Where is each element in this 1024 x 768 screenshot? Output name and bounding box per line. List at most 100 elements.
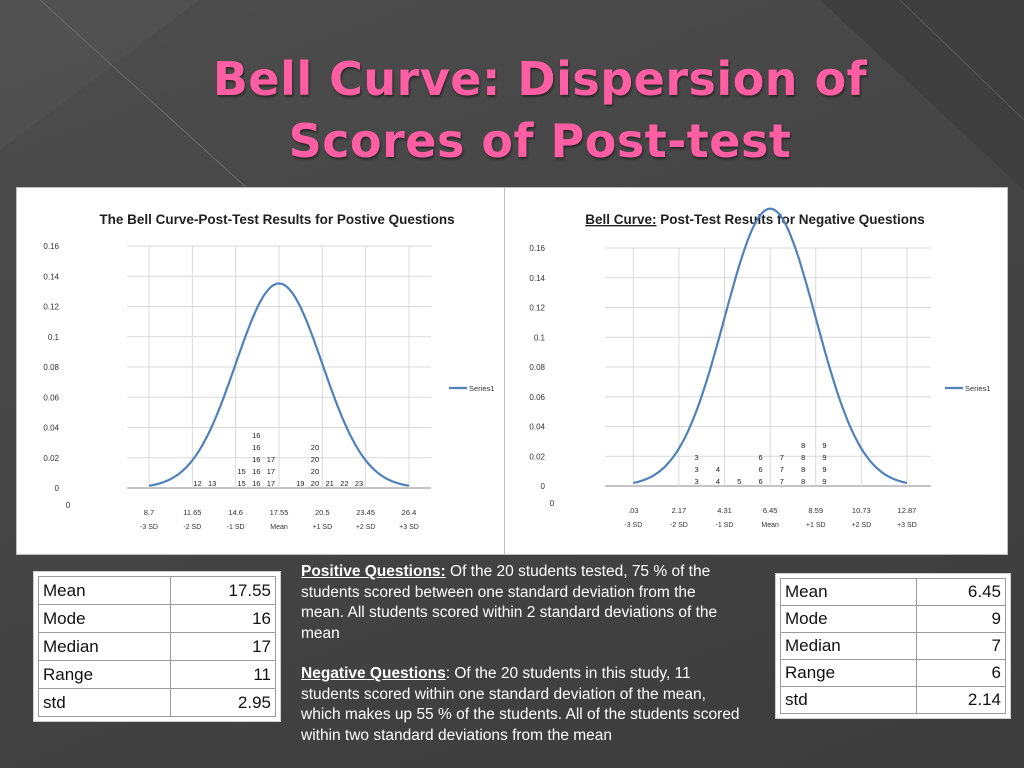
x-origin-label: 0 xyxy=(66,501,71,510)
negative-stat-value: 9 xyxy=(916,605,1006,633)
score-label: 3 xyxy=(695,453,699,462)
positive-stats-table: Mean 17.55 Mode 16 Median 17 Range 11 std 2.95 xyxy=(34,572,280,721)
positive-stat-value: 11 xyxy=(169,660,277,689)
y-tick-label: 0.02 xyxy=(529,452,545,461)
score-label: 12 xyxy=(193,479,201,488)
x-tick-label: 17.55 xyxy=(270,508,289,517)
positive-stat-label: Mode xyxy=(38,604,171,633)
x-sd-label: -2 SD xyxy=(183,524,201,531)
y-tick-label: 0.06 xyxy=(43,393,59,402)
slide-title: Bell Curve: Dispersion of Scores of Post… xyxy=(212,52,868,168)
score-label: 9 xyxy=(822,465,826,474)
score-label: 20 xyxy=(311,479,319,488)
x-sd-label: -1 SD xyxy=(227,524,245,531)
positive-stat-value: 16 xyxy=(169,604,277,633)
positive-stat-row: Range 11 xyxy=(38,660,277,689)
score-label: 20 xyxy=(311,467,319,476)
score-label: 8 xyxy=(801,453,805,462)
score-label: 7 xyxy=(780,465,784,474)
negative-paragraph: Negative Questions: Of the 20 students i… xyxy=(301,664,741,746)
score-label: 17 xyxy=(267,479,275,488)
x-sd-label: -1 SD xyxy=(716,522,734,529)
x-sd-label: -3 SD xyxy=(624,522,642,529)
y-tick-label: 0.04 xyxy=(43,424,59,433)
x-tick-label: 23.45 xyxy=(356,508,375,517)
score-label: 6 xyxy=(758,477,762,486)
score-label: 16 xyxy=(252,479,260,488)
chart-title-rest: The Bell Curve-Post-Test Results for Pos… xyxy=(99,212,454,227)
score-label: 9 xyxy=(822,453,826,462)
series-line xyxy=(148,282,410,487)
score-label: 22 xyxy=(340,479,348,488)
x-sd-label: +1 SD xyxy=(312,524,332,531)
y-tick-label: 0.08 xyxy=(529,363,545,372)
score-label: 9 xyxy=(822,441,826,450)
y-tick-label: 0.16 xyxy=(529,244,545,253)
negative-stat-label: std xyxy=(779,686,918,714)
negative-stats-table: Mean 6.45 Mode 9 Median 7 Range 6 std 2.14 xyxy=(776,574,1010,718)
x-sd-label: +3 SD xyxy=(897,522,917,529)
score-label: 15 xyxy=(237,467,245,476)
y-tick-label: 0.1 xyxy=(48,333,60,342)
negative-chart-panel: Bell Curve: Post-Test Results for Negati… xyxy=(504,187,1008,555)
score-label: 16 xyxy=(252,431,260,440)
score-label: 21 xyxy=(325,479,333,488)
negative-stat-value: 2.14 xyxy=(916,686,1006,714)
x-sd-label: Mean xyxy=(270,524,288,531)
x-tick-label: 11.65 xyxy=(183,508,201,517)
score-label: 4 xyxy=(716,477,720,486)
score-label: 23 xyxy=(355,479,363,488)
x-tick-label: 2.17 xyxy=(672,506,687,515)
y-tick-label: 0.06 xyxy=(529,393,545,402)
negative-stats-grid: Mean 6.45 Mode 9 Median 7 Range 6 std 2.14 xyxy=(779,578,1006,714)
y-tick-label: 0 xyxy=(55,484,60,493)
x-tick-label: .03 xyxy=(628,506,638,515)
positive-paragraph: Positive Questions: Of the 20 students t… xyxy=(301,562,741,644)
negative-stat-row: Mode 9 xyxy=(779,605,1006,633)
score-label: 3 xyxy=(695,465,699,474)
positive-stat-row: Mode 16 xyxy=(38,604,277,633)
negative-stat-label: Range xyxy=(779,659,918,687)
negative-heading: Negative Questions xyxy=(301,665,446,682)
legend-label: Series1 xyxy=(965,384,990,393)
score-label: 8 xyxy=(801,477,805,486)
y-tick-label: 0.12 xyxy=(43,303,59,312)
x-sd-label: +3 SD xyxy=(399,524,419,531)
x-tick-label: 10.73 xyxy=(852,506,871,515)
series-line xyxy=(633,207,908,484)
score-label: 8 xyxy=(801,465,805,474)
y-tick-label: 0.04 xyxy=(529,423,545,432)
y-tick-label: 0.12 xyxy=(529,304,545,313)
x-tick-label: 20.5 xyxy=(315,508,330,517)
y-tick-label: 0.1 xyxy=(534,333,546,342)
score-label: 4 xyxy=(716,465,720,474)
positive-body: Of the 20 students tested, 75 % of the s… xyxy=(301,563,718,642)
score-label: 15 xyxy=(237,479,245,488)
x-sd-label: Mean xyxy=(761,522,779,529)
score-label: 3 xyxy=(695,477,699,486)
x-tick-label: 8.59 xyxy=(808,506,823,515)
positive-stat-value: 17 xyxy=(169,632,277,661)
score-label: 7 xyxy=(780,477,784,486)
positive-stat-label: Range xyxy=(38,660,171,689)
score-label: 17 xyxy=(267,455,275,464)
positive-stat-value: 17.55 xyxy=(169,576,277,605)
y-tick-label: 0 xyxy=(541,482,546,491)
chart-title: The Bell Curve-Post-Test Results for Pos… xyxy=(99,212,454,227)
x-tick-label: 6.45 xyxy=(763,506,778,515)
x-tick-label: 12.87 xyxy=(898,506,917,515)
x-sd-label: -2 SD xyxy=(670,522,688,529)
negative-bell-curve-chart: Bell Curve: Post-Test Results for Negati… xyxy=(529,207,990,529)
negative-stat-row: Median 7 xyxy=(779,632,1006,660)
negative-stat-value: 7 xyxy=(916,632,1006,660)
positive-chart-panel: The Bell Curve-Post-Test Results for Pos… xyxy=(16,187,506,555)
positive-bell-curve-chart: The Bell Curve-Post-Test Results for Pos… xyxy=(43,212,494,531)
positive-stat-label: Median xyxy=(38,632,171,661)
y-tick-label: 0.08 xyxy=(43,363,59,372)
x-origin-label: 0 xyxy=(550,499,555,508)
score-label: 16 xyxy=(252,467,260,476)
negative-stat-row: Range 6 xyxy=(779,659,1006,687)
positive-stat-row: Median 17 xyxy=(38,632,277,661)
negative-stat-row: Mean 6.45 xyxy=(779,578,1006,606)
negative-stat-label: Median xyxy=(779,632,918,660)
